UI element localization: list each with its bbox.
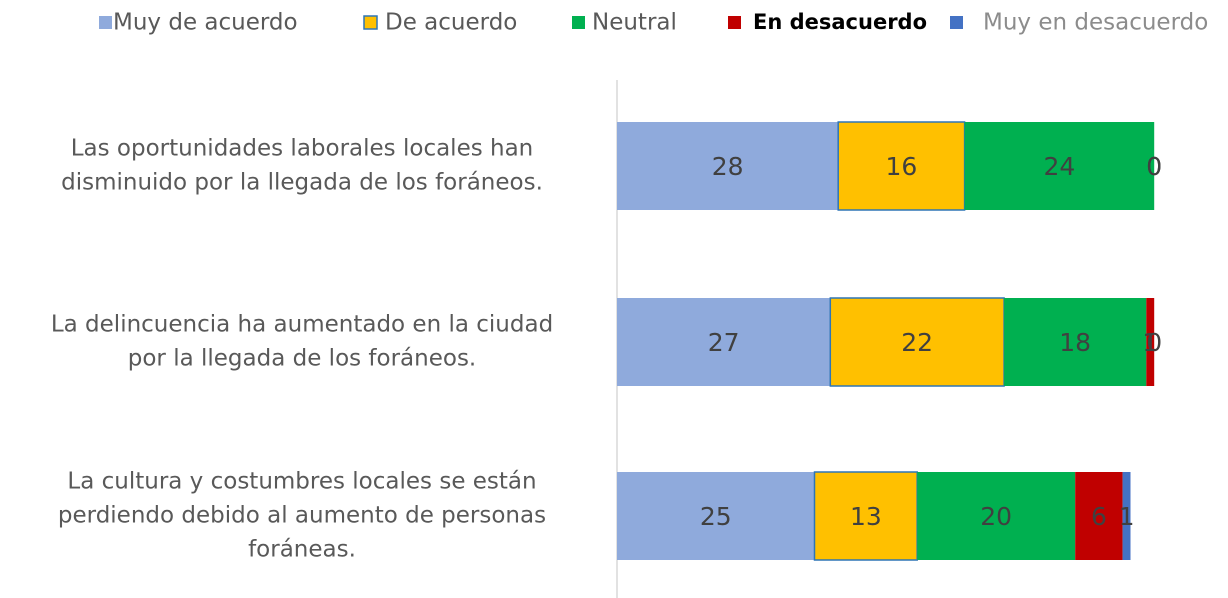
legend-swatch — [572, 16, 585, 29]
data-label: 6 — [1091, 502, 1107, 531]
bar-segment — [1004, 298, 1147, 386]
legend-swatch — [950, 16, 963, 29]
bar-segment — [829, 297, 1005, 387]
legend-swatch — [363, 15, 378, 30]
bar-segment — [1146, 298, 1155, 386]
data-label: 22 — [901, 328, 933, 357]
data-label: 0 — [1146, 152, 1162, 181]
bar-segment — [617, 122, 839, 210]
data-label: 0 — [1146, 152, 1162, 181]
data-label: 13 — [850, 502, 882, 531]
category-label: perdiendo debido al aumento de personas — [58, 503, 546, 529]
data-label: 24 — [1043, 152, 1075, 181]
legend-label: De acuerdo — [385, 10, 517, 36]
bar-segment — [917, 472, 1076, 560]
bar-segment — [964, 122, 1155, 210]
legend-label: En desacuerdo — [753, 10, 927, 34]
legend-label: Muy de acuerdo — [113, 10, 298, 36]
legend-swatch — [99, 16, 112, 29]
category-label: foráneas. — [248, 537, 356, 563]
data-label: 20 — [980, 502, 1012, 531]
data-label: 27 — [708, 328, 740, 357]
legend-label: Neutral — [592, 10, 677, 36]
bar-segment — [1075, 472, 1123, 560]
data-label: 1 — [1119, 502, 1135, 531]
category-label: La delincuencia ha aumentado en la ciuda… — [51, 312, 553, 338]
legend-swatch — [728, 16, 741, 29]
category-label: disminuido por la llegada de los foráneo… — [61, 170, 543, 196]
bar-segment — [1122, 472, 1131, 560]
data-label: 1 — [1142, 328, 1158, 357]
category-label: por la llegada de los foráneos. — [128, 346, 477, 372]
category-label: Las oportunidades laborales locales han — [71, 136, 534, 162]
data-label: 28 — [712, 152, 744, 181]
legend-label: Muy en desacuerdo — [983, 10, 1208, 36]
data-label: 25 — [700, 502, 732, 531]
bar-segment — [617, 472, 815, 560]
bar-segment — [617, 298, 831, 386]
bar-segment — [813, 471, 918, 561]
data-label: 18 — [1059, 328, 1091, 357]
bar-segment — [837, 121, 966, 211]
data-label: 0 — [1146, 328, 1162, 357]
data-label: 16 — [885, 152, 917, 181]
category-label: La cultura y costumbres locales se están — [67, 469, 536, 495]
